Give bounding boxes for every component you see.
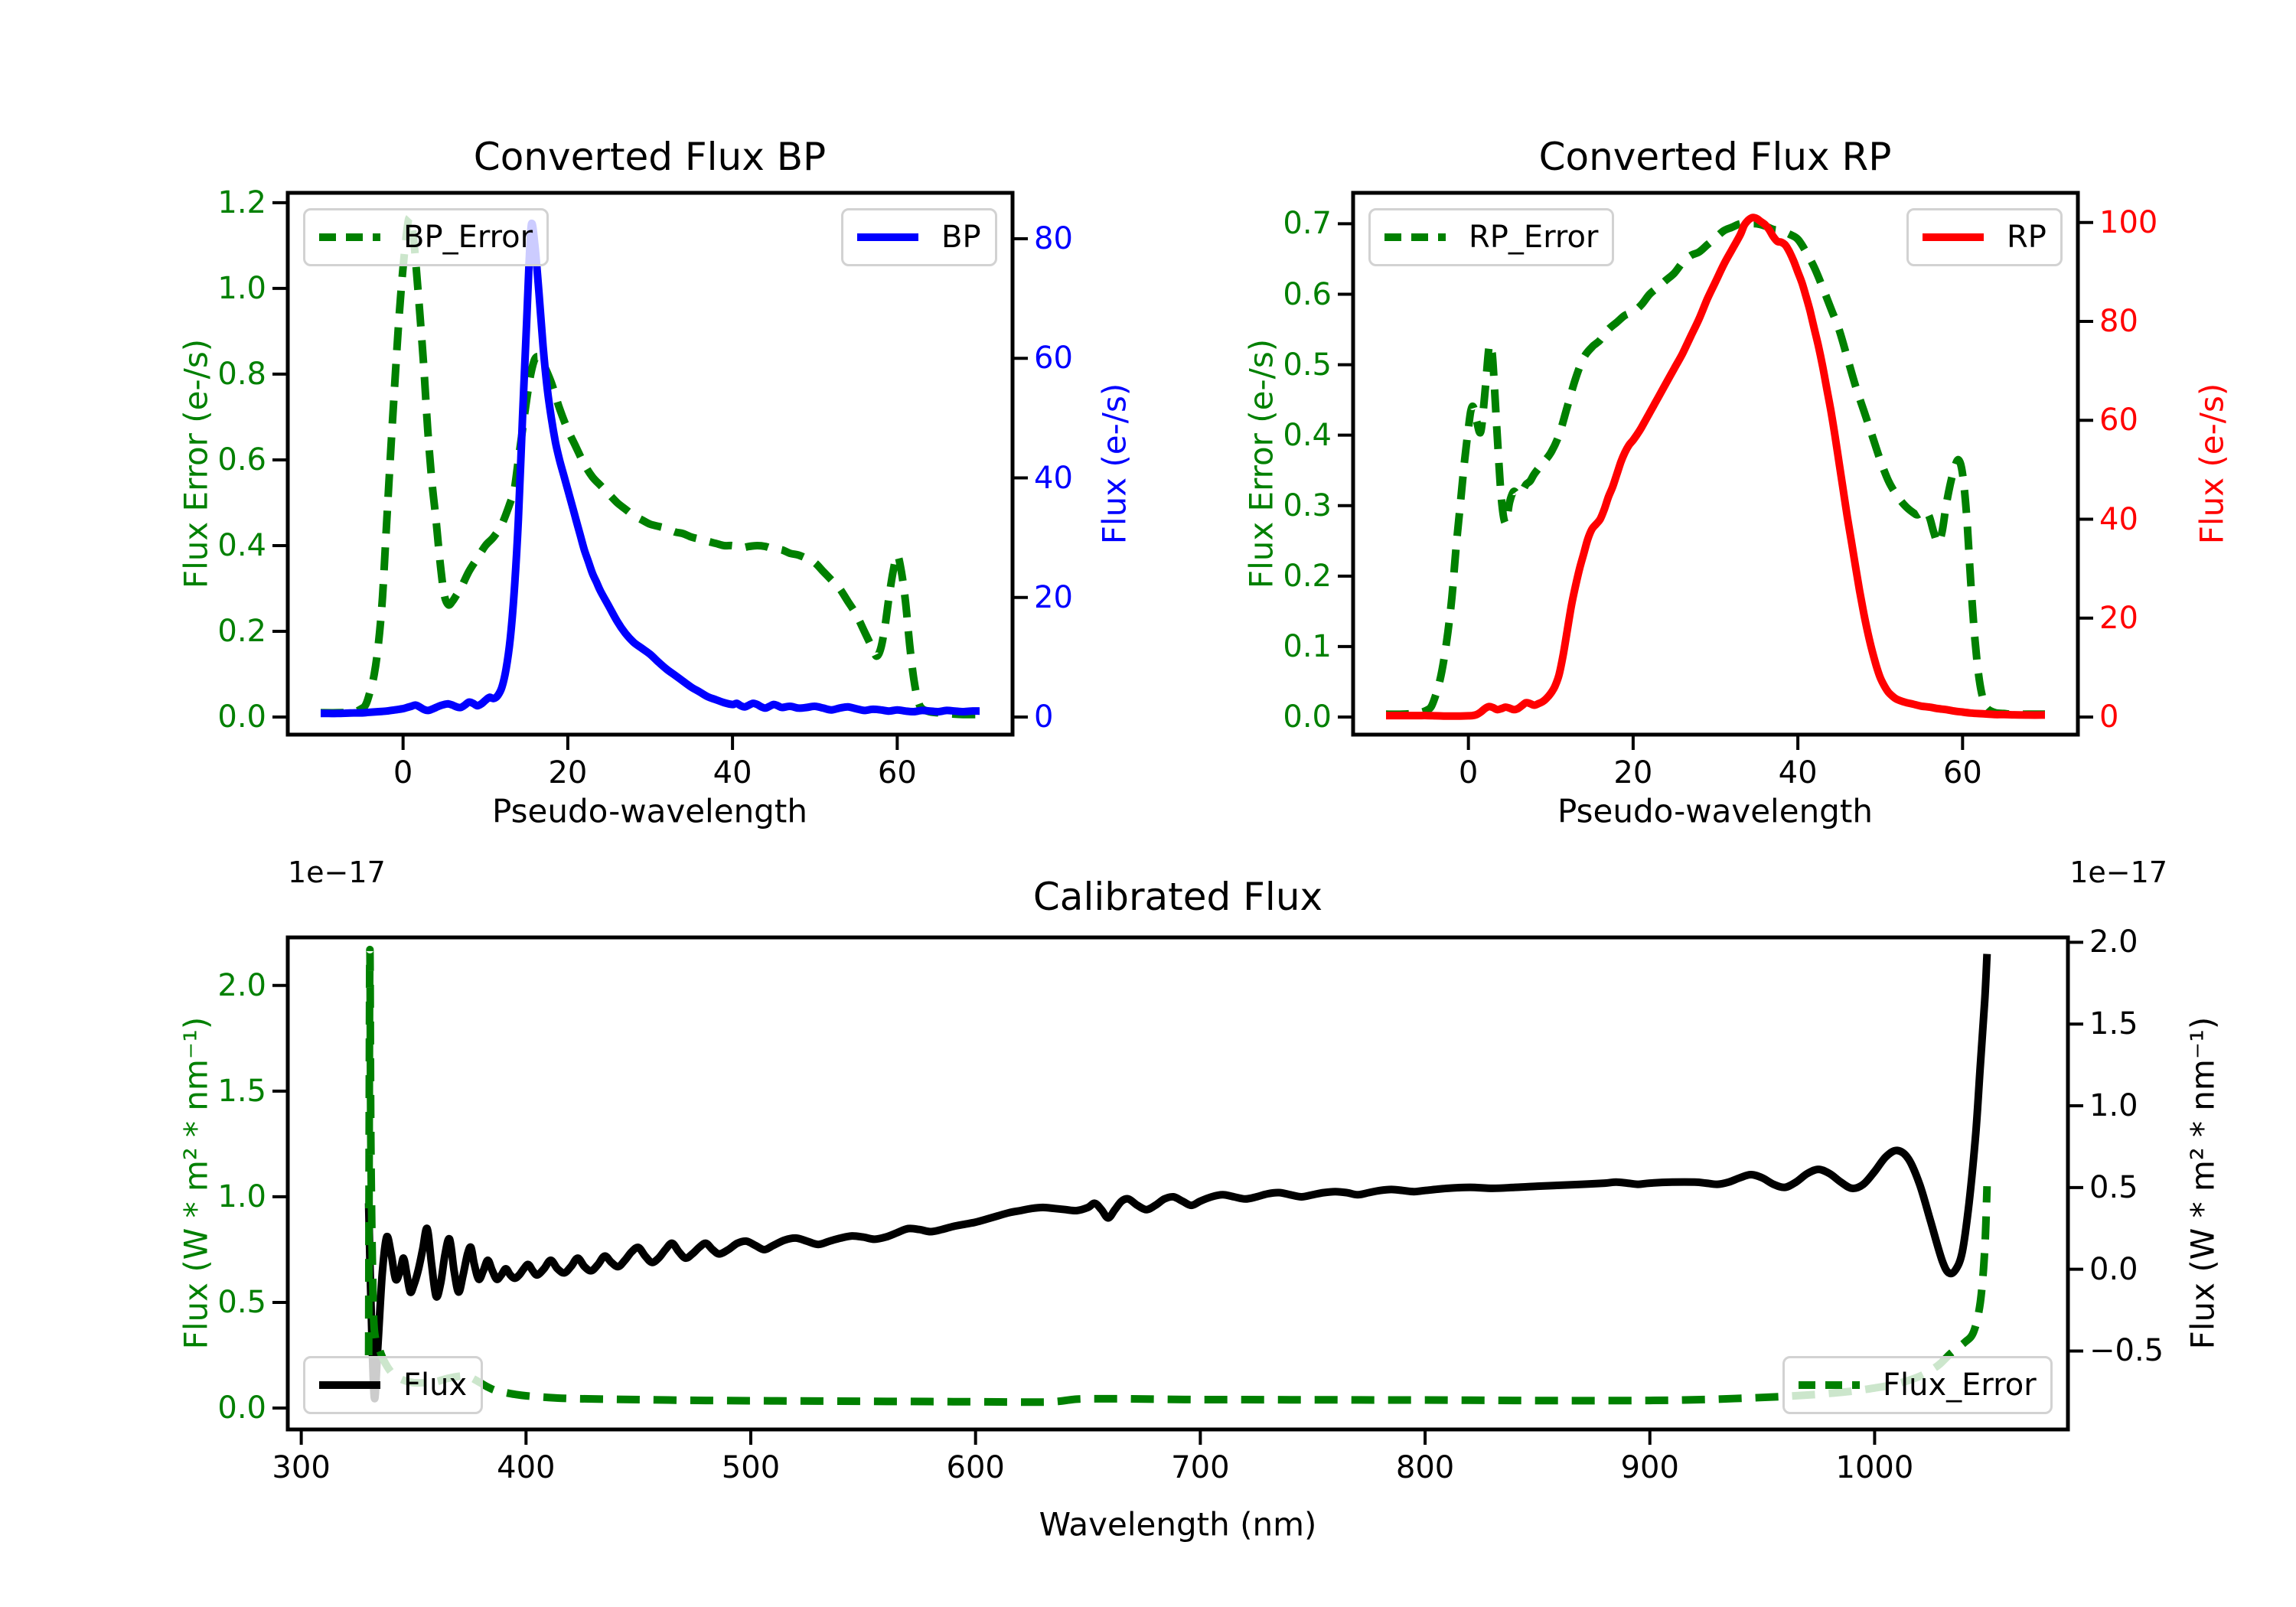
bp-left-tick-label: 0.0 <box>217 699 266 735</box>
rp-right-tick-label: 40 <box>2099 501 2138 537</box>
bp-series-group <box>320 214 980 719</box>
cal-x-tick-label: 400 <box>497 1450 556 1485</box>
cal-right-offset-text: 1e−17 <box>2069 856 2167 889</box>
cal-right-tick-label: 0.5 <box>2089 1169 2138 1205</box>
rp-axes-frame <box>1351 191 2080 737</box>
bp-left-tick-label: 0.4 <box>217 527 266 563</box>
bp-x-tick-label: 60 <box>877 755 917 790</box>
bp-xaxis-label: Pseudo-wavelength <box>492 792 807 830</box>
legend-label: BP <box>941 220 981 255</box>
legend-line-sample-icon <box>1923 233 1984 241</box>
rp-curve-rp_error <box>1385 220 2045 719</box>
bp-right-tick-label: 20 <box>1034 579 1073 615</box>
cal-left-tick-label: 2.0 <box>217 967 266 1003</box>
bp-curve-bp_error <box>320 214 980 719</box>
rp-x-tick-label: 40 <box>1778 755 1818 790</box>
rp-right-tick-label: 20 <box>2099 600 2138 636</box>
rp-xaxis-label: Pseudo-wavelength <box>1557 792 1873 830</box>
cal-x-tick-label: 500 <box>721 1450 781 1485</box>
bp-chart-title: Converted Flux BP <box>473 135 827 179</box>
bp-curve-bp <box>320 219 980 718</box>
bp-right-tick-label: 60 <box>1034 341 1073 376</box>
bp-right-tick-label: 80 <box>1034 221 1073 256</box>
rp-x-tick-label: 0 <box>1458 755 1479 790</box>
cal-left-tick-label: 0.5 <box>217 1284 266 1320</box>
cal-x-tick-label: 600 <box>946 1450 1005 1485</box>
legend-label: RP_Error <box>1469 220 1599 255</box>
rp-left-tick-label: 0.0 <box>1283 699 1332 735</box>
bp-legend-bp_error: BP_Error <box>303 208 550 266</box>
cal-left-tick-label: 0.0 <box>217 1390 266 1426</box>
legend-label: BP_Error <box>403 220 533 255</box>
rp-legend-rp_error: RP_Error <box>1368 208 1615 266</box>
rp-right-tick-label: 80 <box>2099 304 2138 340</box>
bp-right-tick-label: 40 <box>1034 460 1073 496</box>
bp-axes-frame <box>285 191 1015 737</box>
bp-right-tick-label: 0 <box>1034 699 1054 735</box>
cal-x-tick-label: 1000 <box>1835 1450 1914 1485</box>
cal-chart-title: Calibrated Flux <box>1032 875 1323 919</box>
cal-left-tick-label: 1.0 <box>217 1178 266 1214</box>
legend-line-sample-icon <box>1799 1381 1860 1389</box>
cal-series-group <box>364 946 1991 1407</box>
rp-left-tick-label: 0.2 <box>1283 558 1332 594</box>
cal-x-tick-label: 900 <box>1620 1450 1679 1485</box>
cal-legend-flux: Flux <box>303 1356 484 1414</box>
rp-curve-rp <box>1386 214 2046 720</box>
rp-chart-title: Converted Flux RP <box>1538 135 1892 179</box>
bp-legend-bp: BP <box>841 208 997 266</box>
cal-right-yaxis-label: Flux (W * m² * nm⁻¹) <box>2183 1016 2222 1350</box>
cal-left-tick-label: 1.5 <box>217 1073 266 1109</box>
cal-right-tick-label: 2.0 <box>2089 924 2138 960</box>
cal-curve-flux <box>364 953 1991 1403</box>
cal-right-tick-label: 1.5 <box>2089 1006 2138 1042</box>
bp-x-tick-label: 20 <box>548 755 588 790</box>
rp-right-yaxis-label: Flux (e-/s) <box>2193 383 2231 545</box>
bp-left-tick-label: 1.0 <box>217 270 266 306</box>
rp-left-tick-label: 0.1 <box>1283 628 1332 664</box>
cal-legend-flux_error: Flux_Error <box>1782 1356 2053 1414</box>
bp-left-tick-label: 0.8 <box>217 356 266 392</box>
rp-left-tick-label: 0.6 <box>1283 276 1332 312</box>
legend-line-sample-icon <box>319 1381 380 1389</box>
rp-right-tick-label: 60 <box>2099 403 2138 438</box>
rp-left-tick-label: 0.5 <box>1283 347 1332 383</box>
bp-left-tick-label: 0.2 <box>217 614 266 649</box>
legend-label: Flux <box>403 1367 468 1403</box>
cal-right-tick-label: 0.0 <box>2089 1251 2138 1287</box>
cal-x-tick-label: 300 <box>272 1450 331 1485</box>
cal-x-tick-label: 700 <box>1171 1450 1230 1485</box>
legend-line-sample-icon <box>857 233 918 241</box>
legend-label: RP <box>2007 220 2047 255</box>
cal-right-tick-label: 1.0 <box>2089 1088 2138 1124</box>
rp-right-tick-label: 0 <box>2099 699 2119 735</box>
legend-line-sample-icon <box>1384 233 1446 241</box>
rp-left-tick-label: 0.4 <box>1283 417 1332 453</box>
rp-x-tick-label: 20 <box>1613 755 1653 790</box>
bp-left-tick-label: 1.2 <box>217 184 266 220</box>
rp-legend-rp: RP <box>1906 208 2063 266</box>
cal-right-tick-label: −0.5 <box>2089 1333 2164 1369</box>
rp-right-tick-label: 100 <box>2099 204 2158 240</box>
rp-series-group <box>1385 214 2046 720</box>
cal-axes-frame <box>285 935 2070 1432</box>
cal-xaxis-label: Wavelength (nm) <box>1039 1505 1317 1543</box>
bp-left-tick-label: 0.6 <box>217 442 266 478</box>
rp-x-tick-label: 60 <box>1942 755 1982 790</box>
cal-left-offset-text: 1e−17 <box>288 856 386 889</box>
legend-label: Flux_Error <box>1883 1367 2037 1403</box>
bp-x-tick-label: 0 <box>393 755 413 790</box>
bp-x-tick-label: 40 <box>713 755 752 790</box>
legend-line-sample-icon <box>319 233 380 241</box>
rp-left-tick-label: 0.3 <box>1283 487 1332 523</box>
rp-left-tick-label: 0.7 <box>1283 206 1332 242</box>
cal-x-tick-label: 800 <box>1395 1450 1455 1485</box>
